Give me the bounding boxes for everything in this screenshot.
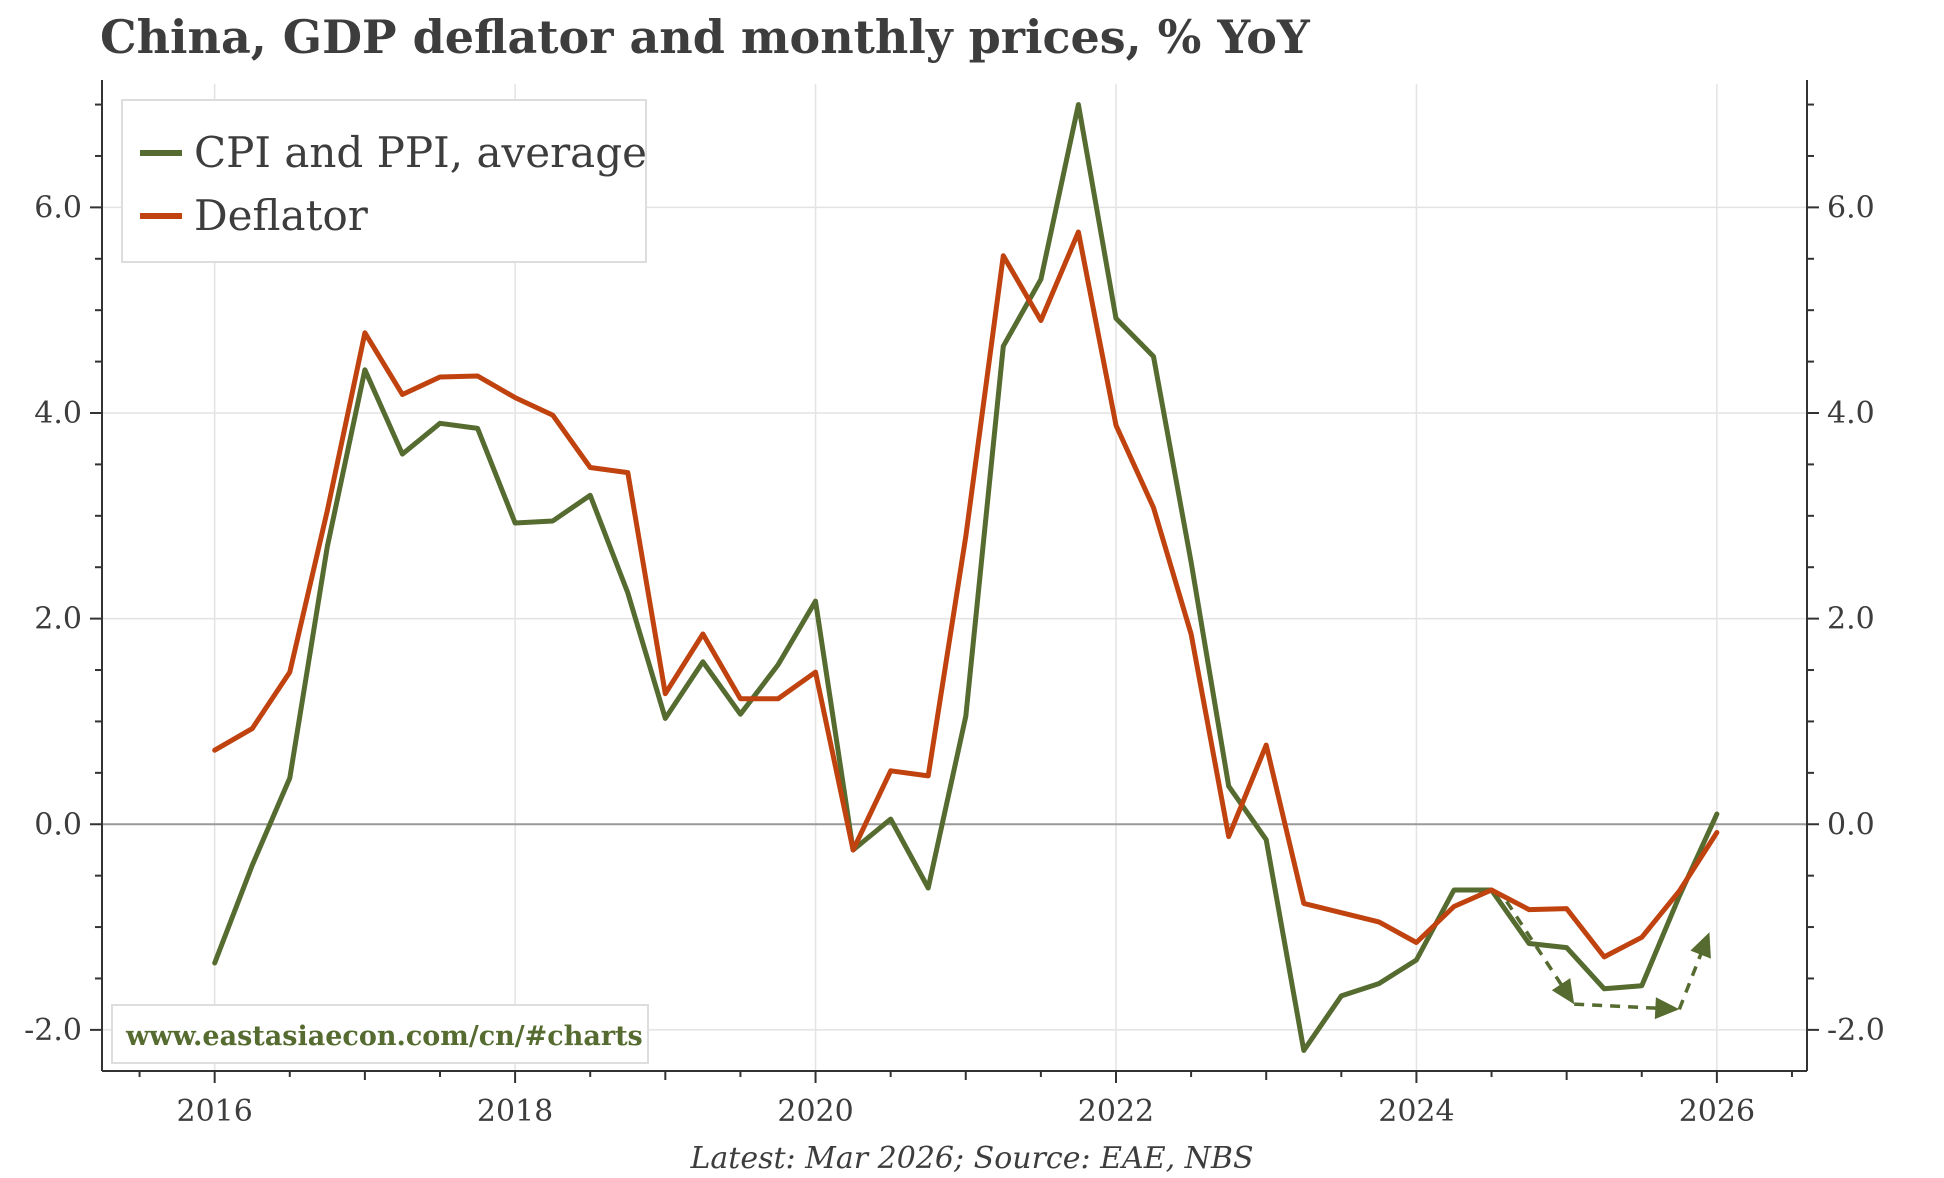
y-tick-label-left: 6.0 (34, 190, 82, 225)
y-tick-label-left: 4.0 (34, 396, 82, 431)
annotation-arrowhead-0 (1551, 978, 1575, 1005)
y-tick-label-left: 2.0 (34, 602, 82, 637)
annotation-layer (1505, 900, 1711, 1020)
x-tick-label: 2024 (1378, 1094, 1454, 1129)
watermark-box (111, 1004, 649, 1064)
legend: CPI and PPI, average Deflator (121, 99, 647, 263)
series-line-cpi-ppi (212, 102, 1720, 1053)
chart-title: China, GDP deflator and monthly prices, … (100, 10, 1310, 64)
legend-label-deflator: Deflator (194, 191, 369, 240)
x-tick-label: 2016 (176, 1094, 252, 1129)
annotation-arrowhead-2 (1690, 932, 1711, 959)
annotation-dashed-segment-1 (1574, 1002, 1662, 1011)
watermark-text: www.eastasiaecon.com/cn/#charts (125, 1021, 643, 1052)
y-tick-label-left: 0.0 (34, 807, 82, 842)
x-tick-label: 2022 (1078, 1094, 1154, 1129)
axes (90, 80, 1819, 1083)
series-line-deflator (212, 229, 1720, 960)
watermark: www.eastasiaecon.com/cn/#charts (111, 1004, 649, 1064)
x-tick-label: 2026 (1679, 1094, 1755, 1129)
y-tick-label-right: -2.0 (1827, 1013, 1885, 1048)
x-tick-label: 2018 (477, 1094, 553, 1129)
y-tick-label-right: 0.0 (1827, 807, 1875, 842)
legend-label-cpi-ppi: CPI and PPI, average (194, 128, 647, 177)
series-layer (212, 102, 1720, 1053)
y-tick-label-left: -2.0 (24, 1013, 82, 1048)
y-tick-label-right: 2.0 (1827, 602, 1875, 637)
annotation-dashed-segment-2 (1677, 948, 1705, 1010)
y-tick-label-right: 4.0 (1827, 396, 1875, 431)
annotation-arrowhead-1 (1654, 997, 1680, 1020)
x-tick-label: 2020 (777, 1094, 853, 1129)
y-tick-label-right: 6.0 (1827, 190, 1875, 225)
tick-labels: -2.0 -2.0 0.0 0.0 2.0 2.0 4.0 4.0 6.0 6.0 2016 2018… (24, 190, 1885, 1129)
source-note: Latest: Mar 2026; Source: EAE, NBS (689, 1141, 1253, 1176)
legend-box (121, 99, 647, 263)
